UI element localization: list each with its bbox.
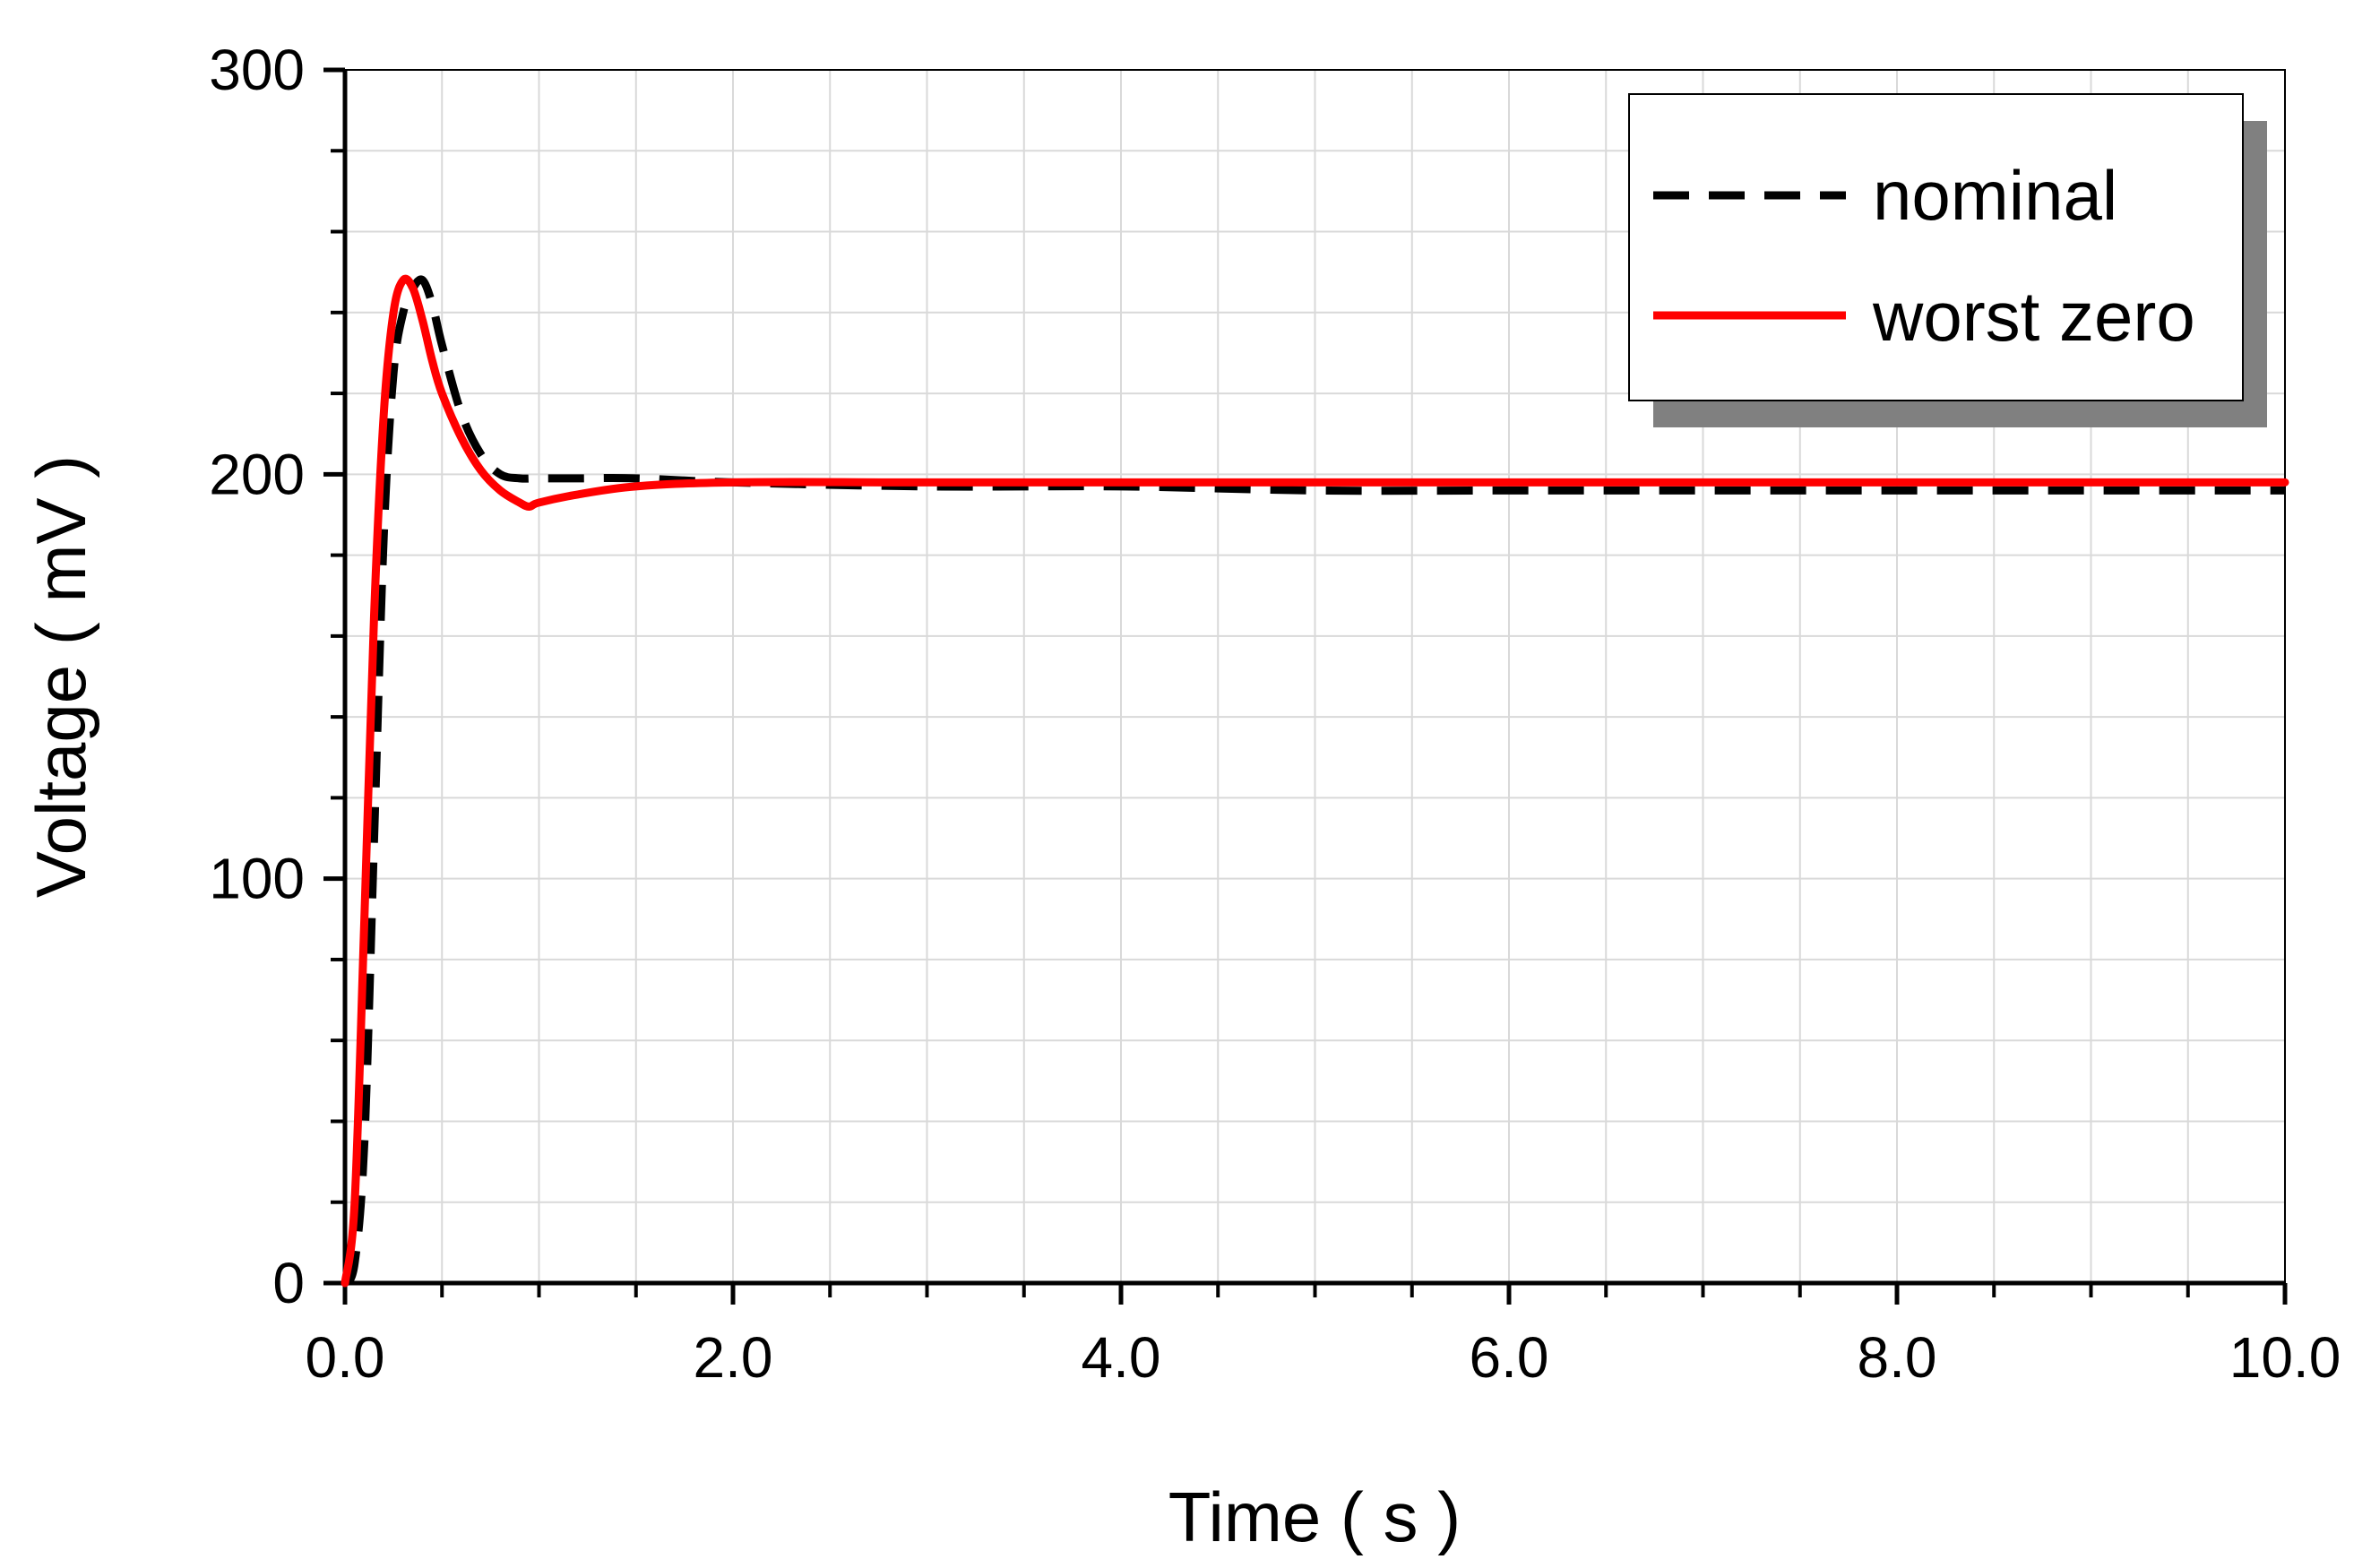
x-axis-title: Time ( s ) — [1168, 1478, 1461, 1556]
legend-label-worst-zero: worst zero — [1872, 277, 2195, 356]
y-axis-title: Voltage ( mV ) — [22, 455, 100, 898]
x-tick-label: 10.0 — [2229, 1325, 2341, 1390]
y-tick-label: 200 — [209, 442, 305, 506]
legend: nominal worst zero — [1629, 94, 2267, 427]
x-tick-label: 2.0 — [694, 1325, 773, 1390]
x-tick-label: 4.0 — [1082, 1325, 1161, 1390]
y-tick-label: 100 — [209, 847, 305, 911]
x-tick-label: 6.0 — [1470, 1325, 1549, 1390]
x-tick-label: 8.0 — [1858, 1325, 1937, 1390]
x-tick-label: 0.0 — [306, 1325, 385, 1390]
y-tick-label: 0 — [272, 1251, 305, 1315]
y-tick-label: 300 — [209, 38, 305, 102]
legend-label-nominal: nominal — [1873, 156, 2117, 235]
